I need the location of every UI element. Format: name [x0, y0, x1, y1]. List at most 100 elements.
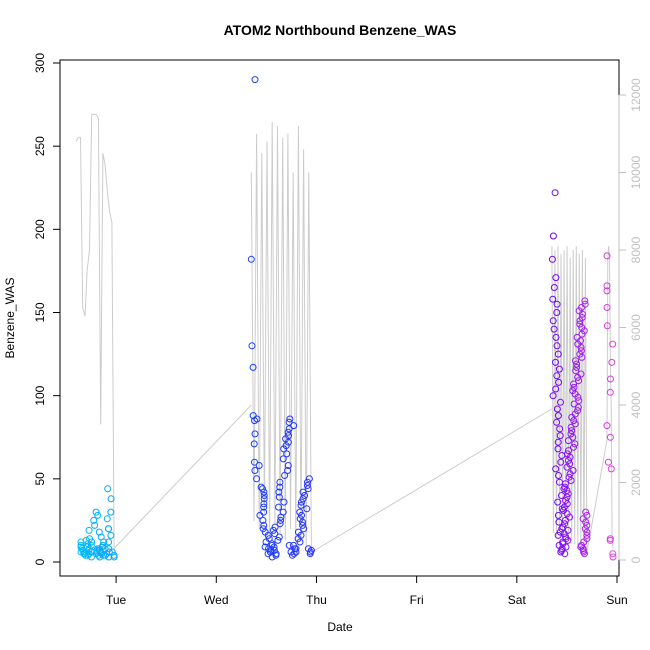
data-point — [305, 475, 313, 483]
plot-frame — [59, 59, 620, 577]
data-point — [277, 516, 285, 524]
data-point — [563, 500, 571, 508]
y2-tick-label: 12000 — [629, 78, 643, 112]
data-point — [251, 467, 259, 474]
data-point — [581, 525, 589, 533]
x-tick-label: Sat — [508, 593, 527, 607]
data-point — [284, 428, 292, 436]
altitude-segment — [551, 246, 588, 553]
data-point — [581, 300, 589, 308]
data-point — [247, 255, 255, 263]
data-point — [251, 430, 259, 438]
data-point — [550, 284, 558, 291]
data-point — [271, 523, 279, 531]
data-point — [581, 550, 588, 558]
data-point — [556, 432, 564, 440]
data-point — [92, 508, 100, 516]
data-point — [260, 495, 268, 503]
data-point — [280, 498, 288, 506]
data-point — [299, 521, 307, 529]
data-point — [603, 422, 611, 430]
data-point — [552, 465, 560, 473]
data-point — [271, 530, 279, 538]
data-point — [553, 309, 561, 316]
data-point — [275, 493, 283, 501]
y-axis-label: Benzene_WAS — [3, 278, 17, 359]
data-point — [577, 370, 585, 378]
data-point — [572, 367, 580, 375]
data-point — [556, 425, 564, 433]
data-point — [564, 437, 572, 445]
data-points — [77, 76, 617, 561]
data-point — [582, 508, 590, 516]
data-point — [105, 538, 113, 546]
data-point — [565, 473, 573, 481]
data-point — [251, 417, 258, 425]
data-point — [552, 358, 559, 366]
y-tick-label: 300 — [33, 53, 47, 73]
data-point — [554, 438, 562, 446]
y-tick-label: 250 — [33, 136, 47, 156]
x-tick-label: Tue — [106, 593, 127, 607]
data-point — [549, 392, 557, 400]
data-point — [303, 482, 311, 489]
data-point — [294, 528, 302, 536]
data-point — [260, 488, 268, 496]
data-point — [583, 521, 591, 529]
data-point — [564, 490, 572, 498]
data-point — [581, 297, 589, 305]
data-point — [606, 388, 614, 396]
data-point — [603, 282, 611, 290]
data-point — [110, 553, 118, 561]
data-point — [285, 425, 293, 433]
data-point — [274, 536, 282, 544]
data-point — [281, 472, 289, 479]
data-point — [276, 483, 284, 491]
data-point — [563, 493, 571, 501]
data-point — [259, 485, 266, 493]
data-point — [566, 460, 574, 468]
altitude-segment — [75, 113, 115, 549]
data-point — [86, 535, 94, 543]
data-point — [304, 485, 312, 493]
data-point — [573, 333, 581, 341]
chart-title: ATOM2 Northbound Benzene_WAS — [224, 22, 457, 38]
data-point — [260, 521, 268, 529]
y2-axis: 0 2000 4000 6000 8000 10000 12000 — [618, 78, 643, 563]
data-point — [564, 526, 572, 534]
data-point — [571, 420, 579, 428]
data-point — [603, 304, 611, 311]
data-point — [100, 538, 108, 546]
data-point — [553, 300, 561, 308]
data-point — [554, 445, 562, 453]
data-point — [107, 508, 115, 516]
data-point — [583, 535, 591, 543]
data-point — [576, 320, 584, 328]
data-point — [574, 403, 582, 411]
data-point — [579, 545, 587, 553]
data-point — [555, 472, 562, 479]
data-point — [275, 503, 283, 511]
data-point — [606, 433, 614, 441]
data-point — [105, 525, 112, 533]
data-point — [604, 458, 612, 466]
data-point — [279, 455, 287, 463]
data-point — [570, 380, 578, 388]
data-point — [563, 450, 571, 458]
data-point — [548, 255, 556, 263]
data-point — [248, 342, 256, 350]
data-point — [260, 492, 268, 499]
data-point — [268, 540, 276, 548]
data-point — [569, 387, 577, 395]
data-point — [555, 365, 563, 373]
y-tick-label: 200 — [33, 219, 47, 239]
data-point — [303, 505, 311, 513]
data-point — [292, 548, 300, 556]
data-point — [296, 515, 304, 523]
data-point — [567, 430, 575, 438]
y2-tick-label: 4000 — [629, 391, 643, 418]
data-point — [553, 342, 561, 350]
data-point — [84, 540, 92, 548]
data-point — [557, 398, 564, 406]
data-point — [554, 531, 562, 539]
